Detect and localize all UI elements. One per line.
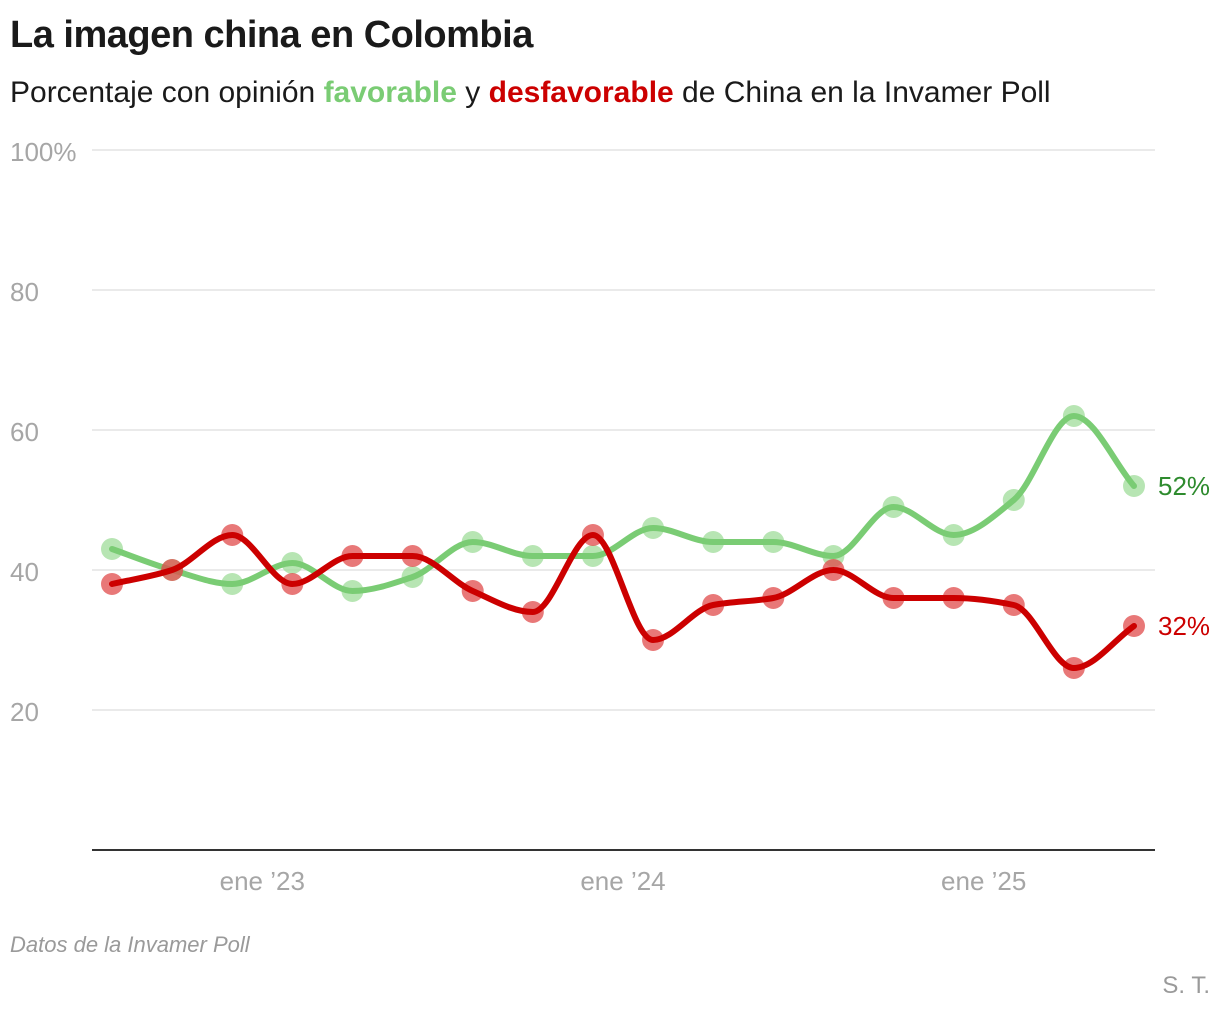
chart-subtitle: Porcentaje con opinión favorable y desfa… xyxy=(10,76,1051,110)
series-layer xyxy=(101,405,1145,679)
series-line-favorable xyxy=(109,413,1137,594)
x-tick-label: ene ’24 xyxy=(580,866,665,896)
source-note: Datos de la Invamer Poll xyxy=(10,932,250,957)
chart-title: La imagen china en Colombia xyxy=(10,14,533,56)
author-credit: S. T. xyxy=(1162,972,1210,999)
series-line-desfavorable xyxy=(109,532,1137,671)
subtitle-prefix: Porcentaje con opinión xyxy=(10,76,324,109)
grid-layer: 20 40 60 80 100% ene ’23 ene ’24 ene ’25 xyxy=(10,137,1155,896)
subtitle-desfavorable: desfavorable xyxy=(488,76,674,109)
series-favorable xyxy=(101,405,1145,602)
series-desfavorable xyxy=(101,524,1145,679)
y-tick-label: 20 xyxy=(10,697,39,727)
subtitle-suffix: de China en la Invamer Poll xyxy=(673,76,1051,109)
end-label-desfavorable: 32% xyxy=(1158,611,1210,641)
subtitle-favorable: favorable xyxy=(323,76,457,109)
y-tick-label: 60 xyxy=(10,417,39,447)
y-tick-label: 80 xyxy=(10,277,39,307)
x-tick-label: ene ’23 xyxy=(220,866,305,896)
label-layer: 52% 32% xyxy=(1158,471,1210,641)
x-tick-label: ene ’25 xyxy=(941,866,1026,896)
end-label-favorable: 52% xyxy=(1158,471,1210,501)
y-tick-label: 100% xyxy=(10,137,77,167)
y-tick-label: 40 xyxy=(10,557,39,587)
subtitle-connector: y xyxy=(456,76,489,109)
